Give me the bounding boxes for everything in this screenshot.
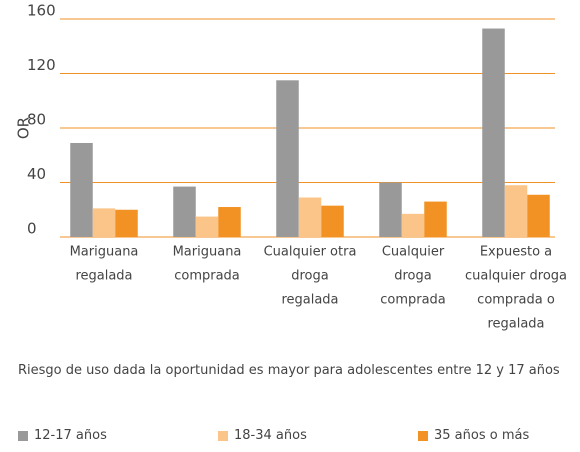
bar <box>218 207 241 237</box>
x-tick-label: Mariguana <box>70 245 139 260</box>
x-tick-label: Expuesto a <box>480 245 552 260</box>
bar <box>115 209 138 237</box>
bar <box>321 205 344 237</box>
bar <box>70 142 93 237</box>
legend-label: 18-34 años <box>234 428 307 443</box>
bar <box>276 80 299 237</box>
bar <box>379 182 402 237</box>
y-tick-label: 120 <box>27 56 56 74</box>
x-tick-label: Mariguana <box>173 245 242 260</box>
bar <box>195 216 219 237</box>
x-tick-label: comprada o <box>477 293 555 308</box>
x-tick-label: comprada <box>380 293 446 308</box>
chart: OR 0 40 80 120 160 Mariguana regalada Mariguana… <box>15 2 568 332</box>
bar <box>504 185 528 237</box>
x-tick-label: Cualquier <box>382 245 445 260</box>
y-axis-label: OR <box>15 117 33 139</box>
y-tick-label: 160 <box>27 2 56 20</box>
x-tick-label: Cualquier otra <box>264 245 357 260</box>
x-tick-label: regalada <box>281 293 338 308</box>
x-tick-label: cualquier droga <box>465 269 567 284</box>
legend: 12-17 años 18-34 años 35 años o más <box>18 428 578 448</box>
x-tick-label: droga <box>291 269 328 284</box>
legend-swatch <box>418 430 428 441</box>
y-tick-label: 0 <box>27 220 37 238</box>
x-tick-label: regalada <box>487 317 544 332</box>
legend-item: 12-17 años <box>18 428 107 443</box>
bar <box>298 197 322 237</box>
legend-label: 35 años o más <box>434 428 530 443</box>
bar <box>527 194 550 237</box>
legend-item: 18-34 años <box>218 428 307 443</box>
y-tick-label: 80 <box>27 111 46 129</box>
x-tick-label: regalada <box>75 269 132 284</box>
bar <box>401 213 425 237</box>
y-tick-label: 40 <box>27 165 46 183</box>
legend-swatch <box>218 430 228 441</box>
bar <box>173 186 196 237</box>
x-tick-label: comprada <box>174 269 240 284</box>
legend-swatch <box>18 430 28 441</box>
bar <box>424 201 447 237</box>
note: Riesgo de uso dada la oportunidad es may… <box>18 363 560 378</box>
bar <box>92 208 116 237</box>
legend-label: 12-17 años <box>34 428 107 443</box>
legend-item: 35 años o más <box>418 428 529 443</box>
x-tick-label: droga <box>394 269 431 284</box>
bar <box>482 28 505 237</box>
